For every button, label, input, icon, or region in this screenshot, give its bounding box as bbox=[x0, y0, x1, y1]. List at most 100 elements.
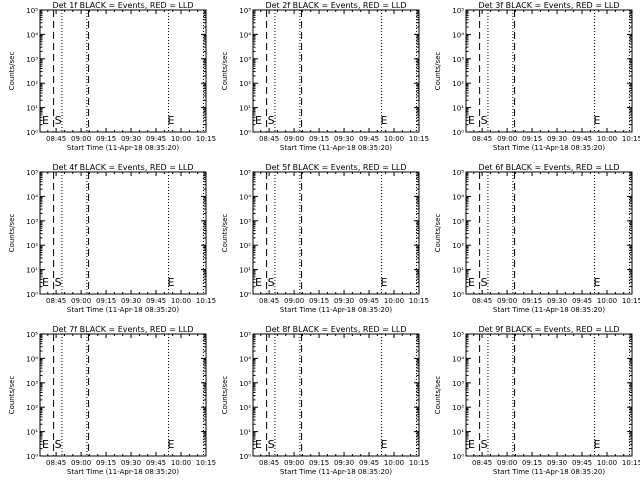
y-tick-label: 10³ bbox=[452, 380, 464, 388]
y-tick-label: 10⁵ bbox=[452, 331, 464, 339]
chart-panel-3: Det 3f BLACK = Events, RED = LLD 08:45 09:… bbox=[434, 1, 640, 152]
chart-title: Det 1f BLACK = Events, RED = LLD bbox=[52, 1, 193, 10]
chart-title: Det 7f BLACK = Events, RED = LLD bbox=[52, 325, 193, 334]
y-tick-label: 10⁵ bbox=[26, 331, 38, 339]
y-tick-label: 10¹ bbox=[239, 105, 251, 113]
y-tick-label: 10⁰ bbox=[239, 291, 251, 299]
x-tick-label: 10:00 bbox=[384, 297, 404, 305]
y-axis-label: Counts/sec bbox=[434, 214, 442, 253]
x-tick-label: 09:15 bbox=[309, 135, 329, 143]
chart-panel-7: Det 7f BLACK = Events, RED = LLD 08:45 09:… bbox=[8, 325, 216, 476]
x-tick-label: 08:45 bbox=[46, 135, 66, 143]
x-tick-label: 09:30 bbox=[547, 459, 567, 467]
event-marker-e-right: E bbox=[381, 438, 388, 451]
chart-title: Det 4f BLACK = Events, RED = LLD bbox=[52, 163, 193, 172]
y-tick-label: 10⁴ bbox=[26, 355, 38, 363]
x-tick-label: 09:30 bbox=[121, 297, 141, 305]
event-marker-e-right: E bbox=[168, 114, 175, 127]
x-tick-label: 09:45 bbox=[359, 459, 379, 467]
x-tick-label: 09:30 bbox=[547, 135, 567, 143]
chart-panel-5: Det 5f BLACK = Events, RED = LLD 08:45 09:… bbox=[221, 163, 429, 314]
y-tick-label: 10² bbox=[26, 80, 38, 88]
chart-panel-9: Det 9f BLACK = Events, RED = LLD 08:45 09:… bbox=[434, 325, 640, 476]
y-tick-label: 10³ bbox=[452, 218, 464, 226]
x-tick-label: 09:00 bbox=[497, 459, 517, 467]
y-axis-label: Counts/sec bbox=[434, 52, 442, 91]
x-tick-label: 10:15 bbox=[622, 135, 640, 143]
event-marker-s: S bbox=[268, 276, 275, 289]
x-tick-label: 09:15 bbox=[96, 135, 116, 143]
x-tick-label: 08:45 bbox=[259, 135, 279, 143]
y-tick-label: 10³ bbox=[239, 380, 251, 388]
event-marker-e-left: E bbox=[468, 114, 475, 127]
x-tick-label: 10:00 bbox=[171, 297, 191, 305]
y-tick-label: 10⁴ bbox=[452, 355, 464, 363]
y-tick-label: 10⁵ bbox=[239, 169, 251, 177]
chart-title: Det 5f BLACK = Events, RED = LLD bbox=[265, 163, 406, 172]
x-tick-label: 10:00 bbox=[597, 297, 617, 305]
chart-panel-8: Det 8f BLACK = Events, RED = LLD 08:45 09:… bbox=[221, 325, 429, 476]
y-tick-label: 10² bbox=[239, 242, 251, 250]
x-tick-label: 08:45 bbox=[472, 459, 492, 467]
event-marker-e-left: E bbox=[255, 438, 262, 451]
y-axis-label: Counts/sec bbox=[8, 376, 16, 415]
chart-title: Det 6f BLACK = Events, RED = LLD bbox=[478, 163, 619, 172]
x-tick-label: 09:30 bbox=[334, 297, 354, 305]
x-tick-label: 10:15 bbox=[409, 459, 429, 467]
x-tick-label: 09:15 bbox=[522, 135, 542, 143]
x-axis-label: Start Time (11-Apr-18 08:35:20) bbox=[67, 468, 179, 476]
x-tick-label: 10:15 bbox=[196, 297, 216, 305]
x-tick-label: 10:00 bbox=[384, 135, 404, 143]
y-tick-label: 10³ bbox=[452, 56, 464, 64]
x-tick-label: 09:45 bbox=[572, 135, 592, 143]
chart-panel-6: Det 6f BLACK = Events, RED = LLD 08:45 09:… bbox=[434, 163, 640, 314]
x-tick-label: 10:00 bbox=[171, 459, 191, 467]
x-tick-label: 10:00 bbox=[171, 135, 191, 143]
x-tick-label: 09:30 bbox=[334, 459, 354, 467]
y-tick-label: 10⁴ bbox=[239, 355, 251, 363]
x-tick-label: 08:45 bbox=[472, 297, 492, 305]
y-tick-label: 10⁴ bbox=[239, 31, 251, 39]
y-tick-label: 10⁰ bbox=[26, 129, 38, 137]
x-tick-label: 10:15 bbox=[409, 297, 429, 305]
y-tick-label: 10⁰ bbox=[452, 453, 464, 461]
x-tick-label: 09:00 bbox=[497, 297, 517, 305]
x-tick-label: 09:45 bbox=[572, 297, 592, 305]
y-axis-label: Counts/sec bbox=[8, 52, 16, 91]
event-marker-s: S bbox=[55, 438, 62, 451]
x-tick-label: 09:45 bbox=[359, 135, 379, 143]
plot-frame bbox=[465, 333, 633, 457]
y-tick-label: 10² bbox=[26, 242, 38, 250]
event-marker-e-right: E bbox=[168, 438, 175, 451]
y-tick-label: 10⁰ bbox=[239, 129, 251, 137]
x-tick-label: 10:15 bbox=[622, 297, 640, 305]
y-tick-label: 10¹ bbox=[452, 105, 464, 113]
y-tick-label: 10⁵ bbox=[239, 7, 251, 15]
y-tick-label: 10² bbox=[452, 242, 464, 250]
x-tick-label: 10:15 bbox=[622, 459, 640, 467]
event-marker-s: S bbox=[481, 438, 488, 451]
y-tick-label: 10⁵ bbox=[26, 7, 38, 15]
chart-title: Det 9f BLACK = Events, RED = LLD bbox=[478, 325, 619, 334]
plot-frame bbox=[39, 9, 207, 133]
y-tick-label: 10⁵ bbox=[239, 331, 251, 339]
event-marker-e-right: E bbox=[168, 276, 175, 289]
y-tick-label: 10³ bbox=[26, 56, 38, 64]
event-marker-e-left: E bbox=[42, 114, 49, 127]
event-marker-e-right: E bbox=[594, 276, 601, 289]
event-marker-s: S bbox=[268, 438, 275, 451]
x-tick-label: 09:30 bbox=[121, 135, 141, 143]
y-tick-label: 10¹ bbox=[26, 267, 38, 275]
event-marker-s: S bbox=[481, 276, 488, 289]
event-marker-e-right: E bbox=[381, 276, 388, 289]
x-tick-label: 08:45 bbox=[46, 459, 66, 467]
y-tick-label: 10⁵ bbox=[452, 7, 464, 15]
x-tick-label: 09:00 bbox=[284, 135, 304, 143]
y-tick-label: 10² bbox=[239, 404, 251, 412]
event-marker-e-left: E bbox=[468, 276, 475, 289]
y-tick-label: 10⁴ bbox=[239, 193, 251, 201]
x-tick-label: 10:15 bbox=[409, 135, 429, 143]
y-tick-label: 10¹ bbox=[239, 429, 251, 437]
event-marker-e-left: E bbox=[468, 438, 475, 451]
y-tick-label: 10¹ bbox=[452, 267, 464, 275]
